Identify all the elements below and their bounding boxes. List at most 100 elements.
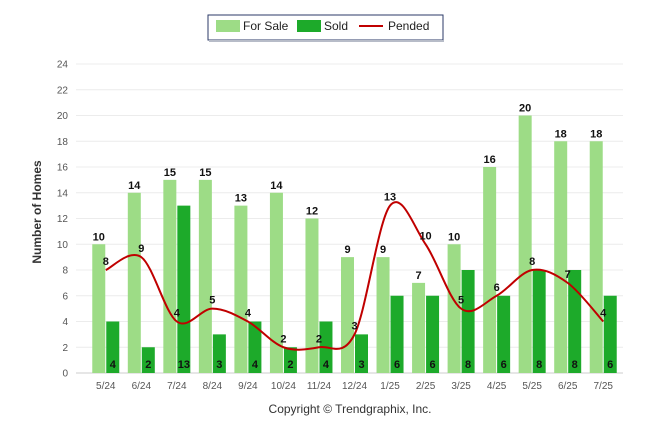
x-tick-label: 8/24 bbox=[203, 381, 223, 392]
y-tick-label: 14 bbox=[57, 188, 69, 199]
data-label-pended: 10 bbox=[419, 230, 431, 242]
copyright-credit: Copyright © Trendgraphix, Inc. bbox=[269, 402, 432, 416]
data-label-sold: 6 bbox=[430, 359, 436, 371]
bar-for-sale bbox=[341, 257, 354, 373]
data-label-sold: 3 bbox=[216, 359, 222, 371]
bar-sold bbox=[177, 205, 191, 373]
y-tick-label: 22 bbox=[57, 85, 69, 96]
bar-for-sale bbox=[305, 218, 319, 373]
bar-sold bbox=[248, 321, 262, 373]
data-label-pended: 9 bbox=[138, 243, 144, 255]
data-label-for-sale: 16 bbox=[484, 154, 496, 166]
bar-sold bbox=[390, 295, 404, 373]
y-tick-label: 6 bbox=[62, 291, 68, 302]
x-tick-label: 4/25 bbox=[487, 381, 507, 392]
data-label-sold: 4 bbox=[252, 359, 259, 371]
bar-for-sale bbox=[269, 192, 283, 373]
data-label-sold: 2 bbox=[287, 359, 293, 371]
bar-sold bbox=[106, 321, 120, 373]
data-label-pended: 13 bbox=[384, 192, 396, 204]
data-label-for-sale: 20 bbox=[519, 103, 531, 115]
bars bbox=[92, 115, 617, 373]
x-axis-ticks: 5/24 6/24 7/24 8/24 9/24 10/24 11/24 12/24 1/25 2… bbox=[96, 381, 613, 392]
data-label-sold: 4 bbox=[110, 359, 117, 371]
legend-label-for-sale: For Sale bbox=[243, 19, 289, 33]
x-tick-label: 10/24 bbox=[271, 381, 296, 392]
y-tick-label: 8 bbox=[62, 266, 68, 277]
y-tick-label: 4 bbox=[62, 317, 68, 328]
data-label-pended: 5 bbox=[458, 295, 464, 307]
bar-sold bbox=[532, 270, 546, 373]
x-tick-label: 12/24 bbox=[342, 381, 367, 392]
data-label-pended: 8 bbox=[529, 256, 535, 268]
bar-sold bbox=[497, 295, 511, 373]
bar-for-sale bbox=[163, 179, 177, 373]
data-label-for-sale: 18 bbox=[590, 128, 602, 140]
bar-for-sale bbox=[92, 244, 106, 373]
bar-for-sale bbox=[127, 192, 141, 373]
data-label-sold: 6 bbox=[394, 359, 400, 371]
x-tick-label: 9/24 bbox=[238, 381, 258, 392]
data-label-for-sale: 10 bbox=[448, 231, 460, 243]
x-tick-label: 11/24 bbox=[307, 381, 332, 392]
legend-swatch-for-sale bbox=[216, 20, 240, 32]
x-tick-label: 5/24 bbox=[96, 381, 116, 392]
bar-sold bbox=[426, 295, 440, 373]
data-label-for-sale: 9 bbox=[380, 244, 386, 256]
legend: For Sale Sold Pended bbox=[207, 14, 444, 42]
data-label-for-sale: 18 bbox=[555, 128, 567, 140]
y-tick-label: 16 bbox=[57, 163, 69, 174]
bar-for-sale bbox=[589, 141, 603, 373]
data-label-for-sale: 15 bbox=[164, 167, 176, 179]
y-tick-label: 20 bbox=[57, 111, 69, 122]
bar-for-sale bbox=[518, 115, 532, 373]
bar-for-sale bbox=[376, 257, 390, 373]
data-label-for-sale: 9 bbox=[344, 244, 350, 256]
data-label-pended: 7 bbox=[565, 269, 571, 281]
bar-sold bbox=[212, 334, 226, 373]
data-label-pended: 4 bbox=[174, 308, 181, 320]
data-label-pended: 5 bbox=[209, 295, 215, 307]
data-label-for-sale: 13 bbox=[235, 193, 247, 205]
bar-for-sale bbox=[447, 244, 461, 373]
legend-label-sold: Sold bbox=[324, 19, 348, 33]
pended-line-layer bbox=[105, 201, 604, 351]
y-tick-label: 24 bbox=[57, 60, 69, 71]
data-label-sold: 13 bbox=[178, 359, 190, 371]
data-label-for-sale: 7 bbox=[416, 270, 422, 282]
data-label-for-sale: 14 bbox=[128, 180, 141, 192]
data-label-sold: 4 bbox=[323, 359, 330, 371]
data-label-pended: 2 bbox=[280, 333, 286, 345]
bar-sold bbox=[603, 295, 617, 373]
data-label-sold: 2 bbox=[145, 359, 151, 371]
data-label-for-sale: 10 bbox=[93, 231, 105, 243]
y-tick-label: 18 bbox=[57, 137, 69, 148]
data-label-pended: 4 bbox=[245, 308, 252, 320]
y-tick-label: 2 bbox=[62, 343, 68, 354]
data-label-for-sale: 15 bbox=[199, 167, 211, 179]
y-tick-label: 12 bbox=[57, 214, 69, 225]
x-tick-label: 7/25 bbox=[593, 381, 613, 392]
data-label-sold: 8 bbox=[536, 359, 542, 371]
data-label-pended: 4 bbox=[600, 308, 607, 320]
y-tick-label: 10 bbox=[57, 240, 69, 251]
bar-sold bbox=[568, 270, 582, 373]
legend-swatch-sold bbox=[297, 20, 321, 32]
data-label-for-sale: 12 bbox=[306, 206, 318, 218]
legend-label-pended: Pended bbox=[388, 19, 429, 33]
data-label-sold: 6 bbox=[607, 359, 613, 371]
bar-for-sale bbox=[483, 167, 497, 373]
data-label-pended: 8 bbox=[103, 256, 109, 268]
x-tick-label: 7/24 bbox=[167, 381, 187, 392]
x-tick-label: 5/25 bbox=[522, 381, 542, 392]
y-tick-label: 0 bbox=[62, 369, 68, 380]
data-label-sold: 6 bbox=[501, 359, 507, 371]
bar-sold bbox=[461, 270, 475, 373]
x-tick-label: 1/25 bbox=[380, 381, 400, 392]
bar-sold bbox=[283, 347, 297, 373]
bar-for-sale bbox=[554, 141, 568, 373]
bar-for-sale bbox=[234, 205, 248, 373]
